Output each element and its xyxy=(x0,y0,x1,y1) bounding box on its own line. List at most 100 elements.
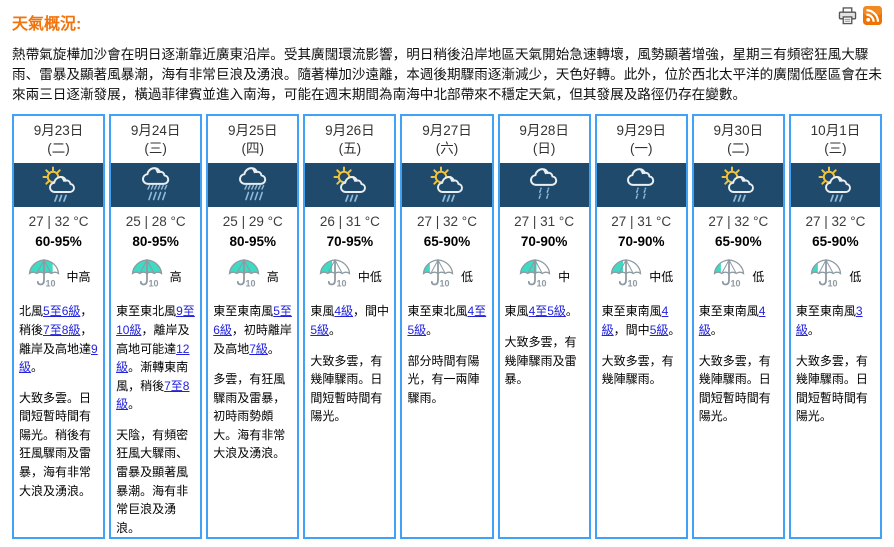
day-temperature: 27 | 32 °C xyxy=(28,214,89,230)
day-humidity: 80-95% xyxy=(229,234,277,250)
cloud-light-rain-icon xyxy=(596,163,686,208)
day-wind-forecast: 東至東北風9至10級，離岸及高地可能達12級。漸轉東南風，稍後7至8級。 xyxy=(116,304,195,412)
forecast-day-column: 9月25日 (四) 25 | 29 °C 80-95% 10 高 東至東南風5至… xyxy=(206,113,300,540)
page-title: 天氣概況: xyxy=(12,16,82,33)
day-humidity: 70-90% xyxy=(520,234,568,250)
day-date: 9月27日 xyxy=(422,122,472,138)
day-weekday: (二) xyxy=(47,141,70,157)
wind-speed-link[interactable]: 4級 xyxy=(698,304,766,337)
day-humidity: 70-95% xyxy=(326,234,374,250)
forecast-day-column: 9月23日 (二) 27 | 32 °C 60-95% 10 中高 北風5至6級… xyxy=(12,113,106,540)
day-date: 9月24日 xyxy=(130,122,181,138)
weather-summary-text: 熱帶氣旋樺加沙會在明日逐漸靠近廣東沿岸。受其廣闊環流影響，明日稍後沿岸地區天氣開… xyxy=(12,47,882,102)
psr-umbrella-icon: 10 xyxy=(130,258,167,294)
day-humidity: 65-90% xyxy=(812,234,859,250)
day-temperature: 27 | 32 °C xyxy=(805,214,866,230)
day-date: 9月26日 xyxy=(325,122,375,138)
day-wind-forecast: 東至東南風5至6級，初時離岸及高地7級。 xyxy=(213,304,292,356)
forecast-day-column: 9月24日 (三) 25 | 28 °C 80-95% 10 高 東至東北風9至… xyxy=(109,113,203,540)
psr-umbrella-icon: 10 xyxy=(27,258,64,294)
day-temperature: 27 | 32 °C xyxy=(708,214,769,230)
day-date: 10月1日 xyxy=(810,122,861,138)
day-weather-forecast: 大致多雲，有幾陣驟雨。日間短暫時間有陽光。 xyxy=(795,353,868,424)
wind-speed-link[interactable]: 12級 xyxy=(116,341,190,375)
day-weather-forecast: 大致多雲，有幾陣驟雨及雷暴。 xyxy=(504,334,577,387)
wind-speed-link[interactable]: 9至10級 xyxy=(116,304,195,337)
day-date: 9月28日 xyxy=(519,122,569,138)
printer-icon[interactable] xyxy=(838,6,857,25)
forecast-day-column: 10月1日 (三) 27 | 32 °C 65-90% 10 低 東至東南風3級… xyxy=(788,113,882,540)
day-temperature: 25 | 28 °C xyxy=(125,214,186,230)
wind-speed-link[interactable]: 5至6級 xyxy=(43,304,81,319)
psr-label: 中低 xyxy=(649,269,674,284)
psr-label: 高 xyxy=(266,269,279,284)
wind-speed-link[interactable]: 7至8級 xyxy=(43,322,81,337)
day-temperature: 25 | 29 °C xyxy=(222,214,283,230)
sun-cloud-rain-icon xyxy=(790,163,880,208)
rss-icon[interactable] xyxy=(863,6,882,25)
wind-speed-link[interactable]: 9級 xyxy=(19,341,98,375)
psr-label: 低 xyxy=(752,269,765,284)
psr-label: 中 xyxy=(558,269,571,284)
day-weekday: (二) xyxy=(727,141,750,157)
svg-text:10: 10 xyxy=(537,279,547,289)
day-weather-forecast: 大致多雲，有幾陣驟雨。 xyxy=(601,353,674,387)
forecast-day-column: 9月27日 (六) 27 | 32 °C 65-90% 10 低 東至東北風4至… xyxy=(400,113,494,540)
cloud-heavy-rain-icon xyxy=(208,163,298,208)
wind-speed-link[interactable]: 7級 xyxy=(249,341,268,356)
day-wind-forecast: 東風4級，間中5級。 xyxy=(310,304,390,337)
sun-cloud-rain-icon xyxy=(305,163,395,208)
svg-text:10: 10 xyxy=(628,279,638,289)
psr-label: 低 xyxy=(460,269,473,284)
day-weather-forecast: 天陰，有頻密狂風大驟雨、雷暴及顯著風暴潮。海有非常巨浪及湧浪。 xyxy=(116,427,189,535)
day-weekday: (日) xyxy=(532,141,556,157)
day-weekday: (六) xyxy=(435,141,459,157)
day-date: 9月29日 xyxy=(616,122,666,138)
psr-label: 中高 xyxy=(66,269,91,284)
psr-umbrella-icon: 10 xyxy=(421,258,458,294)
forecast-day-column: 9月30日 (二) 27 | 32 °C 65-90% 10 低 東至東南風4級… xyxy=(691,113,785,540)
day-weather-forecast: 大致多雲，有幾陣驟雨。日間短暫時間有陽光。 xyxy=(698,353,771,424)
psr-label: 低 xyxy=(849,269,862,284)
day-wind-forecast: 東至東北風4至5級。 xyxy=(407,304,487,337)
wind-speed-link[interactable]: 5級 xyxy=(649,322,669,337)
day-weather-forecast: 部分時間有陽光，有一兩陣驟雨。 xyxy=(407,353,480,405)
forecast-day-column: 9月28日 (日) 27 | 31 °C 70-90% 10 中 東風4至5級。… xyxy=(497,113,591,540)
day-weather-forecast: 大致多雲。日間短暫時間有陽光。稍後有狂風驟雨及雷暴，海有非常大浪及湧浪。 xyxy=(19,390,92,498)
day-date: 9月23日 xyxy=(33,122,84,138)
day-wind-forecast: 東至東南風3級。 xyxy=(795,304,863,337)
psr-umbrella-icon: 10 xyxy=(318,258,355,294)
wind-speed-link[interactable]: 4至5級 xyxy=(407,304,487,337)
wind-speed-link[interactable]: 4級 xyxy=(334,304,354,319)
day-humidity: 70-90% xyxy=(617,234,665,250)
wind-speed-link[interactable]: 5至6級 xyxy=(213,304,292,337)
forecast-day-column: 9月29日 (一) 27 | 31 °C 70-90% 10 中低 東至東南風4… xyxy=(594,113,688,540)
day-weekday: (一) xyxy=(629,141,653,157)
svg-text:10: 10 xyxy=(148,279,158,289)
psr-umbrella-icon: 10 xyxy=(518,258,555,294)
day-wind-forecast: 東風4至5級。 xyxy=(504,304,578,319)
sun-cloud-rain-icon xyxy=(693,163,783,208)
svg-text:10: 10 xyxy=(45,279,55,289)
psr-umbrella-icon: 10 xyxy=(227,258,264,294)
cloud-heavy-rain-icon xyxy=(111,163,201,208)
psr-label: 中低 xyxy=(357,269,382,284)
wind-speed-link[interactable]: 7至8級 xyxy=(116,378,190,412)
wind-speed-link[interactable]: 4級 xyxy=(601,304,669,337)
day-weekday: (四) xyxy=(241,141,265,157)
wind-speed-link[interactable]: 4至5級 xyxy=(528,304,566,319)
day-temperature: 27 | 31 °C xyxy=(611,214,672,230)
day-wind-forecast: 東至東南風4級，間中5級。 xyxy=(601,304,681,337)
psr-label: 高 xyxy=(169,269,182,284)
svg-text:10: 10 xyxy=(245,279,255,289)
day-temperature: 27 | 32 °C xyxy=(417,214,477,230)
svg-text:10: 10 xyxy=(336,279,346,289)
svg-text:10: 10 xyxy=(439,279,449,289)
svg-text:10: 10 xyxy=(828,279,838,289)
cloud-light-rain-icon xyxy=(499,163,589,208)
wind-speed-link[interactable]: 5級 xyxy=(310,322,330,337)
wind-speed-link[interactable]: 3級 xyxy=(795,304,863,337)
psr-umbrella-icon: 10 xyxy=(609,258,646,294)
sun-cloud-rain-icon xyxy=(14,163,104,208)
